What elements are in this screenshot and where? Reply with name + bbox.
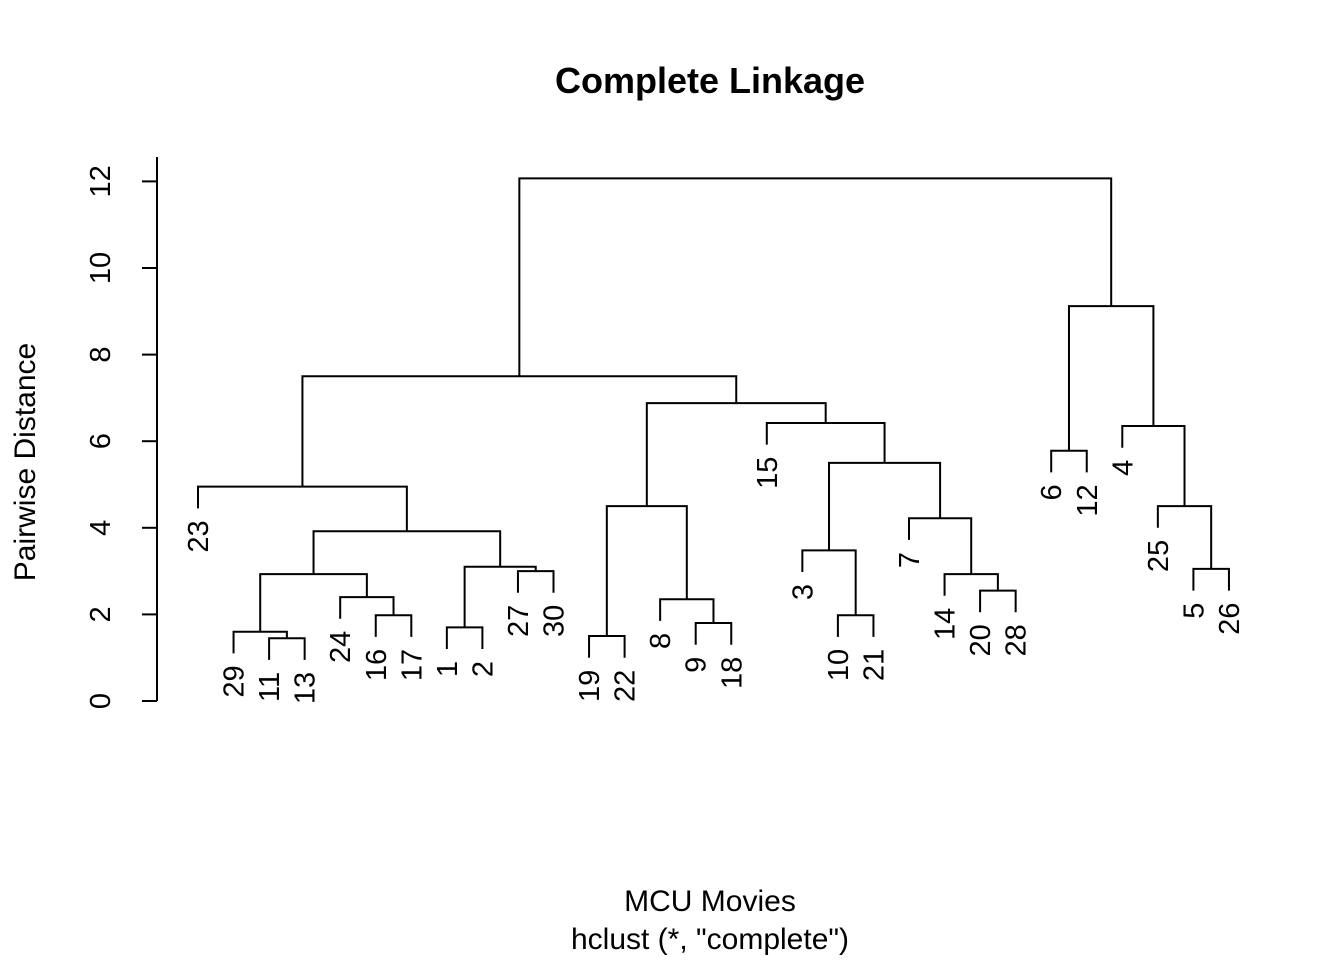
x-axis-label: MCU Movies: [624, 885, 796, 918]
dendrogram-merge-link: [197, 485, 408, 532]
leaf-label: 6: [1036, 484, 1068, 500]
dendrogram-merge-link: [694, 622, 733, 645]
dendrogram-merge-link: [979, 589, 1017, 613]
dendrogram-merge-link: [836, 614, 875, 637]
leaf-label: 12: [1072, 484, 1104, 516]
y-tick-label: 2: [85, 606, 117, 622]
dendrogram-merge-link: [1050, 449, 1088, 473]
y-tick-label: 4: [85, 520, 117, 536]
dendrogram-merge-link: [801, 549, 857, 616]
dendrogram-merge-link: [232, 630, 288, 654]
leaf-label: 8: [645, 633, 677, 649]
dendrogram-merge-link: [1067, 305, 1155, 451]
leaf-label: 18: [716, 657, 748, 689]
y-tick-label: 0: [85, 693, 117, 709]
dendrogram-merge-link: [605, 505, 688, 637]
y-tick-label: 6: [85, 433, 117, 449]
leaf-label: 29: [219, 665, 251, 697]
leaf-label: 9: [681, 657, 713, 673]
dendrogram-merge-link: [445, 626, 484, 650]
dendrogram-merge-link: [828, 461, 942, 551]
y-axis: 0 2 4 6 8 10 12: [85, 157, 158, 709]
dendrogram-merge-link: [588, 635, 626, 658]
leaf-label: 30: [539, 605, 571, 637]
y-tick-label: 8: [85, 347, 117, 363]
leaf-label: 23: [183, 520, 215, 552]
leaf-label: 24: [325, 631, 357, 663]
dendrogram-merge-link: [374, 614, 413, 637]
leaf-label: 26: [1214, 603, 1246, 635]
leaf-label: 19: [574, 670, 606, 702]
leaf-label: 4: [1107, 460, 1139, 476]
leaf-label: 7: [894, 552, 926, 568]
leaf-label: 22: [610, 670, 642, 702]
dendrogram-merge-link: [943, 573, 999, 596]
dendrogram-merge-link: [301, 375, 738, 487]
chart-title: Complete Linkage: [555, 60, 865, 101]
leaf-label: 17: [396, 649, 428, 681]
leaf-label: 16: [361, 649, 393, 681]
x-axis-subtitle: hclust (*, "complete"): [571, 923, 849, 956]
leaf-label: 25: [1143, 540, 1175, 572]
dendrogram-merge-link: [765, 422, 886, 463]
dendrogram-merge-link: [518, 177, 1113, 377]
dendrogram-merge-link: [645, 402, 827, 507]
leaf-label: 11: [254, 672, 286, 702]
leaf-label: 21: [858, 649, 890, 681]
leaf-label: 3: [787, 584, 819, 600]
leaf-label: 27: [503, 605, 535, 637]
dendrogram-merge-link: [1192, 567, 1230, 591]
leaf-label: 13: [290, 672, 322, 704]
y-tick-label: 12: [85, 165, 117, 197]
leaf-label: 28: [1001, 624, 1033, 656]
y-axis-ticks: 0 2 4 6 8 10 12: [85, 165, 157, 709]
dendrogram-links: [197, 177, 1230, 660]
leaf-label: 15: [752, 457, 784, 489]
y-tick-label: 10: [85, 252, 117, 284]
leaf-label: 2: [467, 661, 499, 677]
y-axis-label: Pairwise Distance: [9, 343, 42, 581]
leaf-label: 14: [930, 608, 962, 640]
leaf-label: 10: [823, 649, 855, 681]
dendrogram-merge-link: [659, 598, 715, 624]
leaf-label: 5: [1178, 603, 1210, 619]
dendrogram-merge-link: [268, 637, 306, 660]
dendrogram-merge-link: [516, 570, 555, 593]
leaf-label: 20: [965, 624, 997, 656]
dendrogram-merge-link: [259, 573, 368, 632]
leaf-label: 1: [432, 661, 464, 677]
